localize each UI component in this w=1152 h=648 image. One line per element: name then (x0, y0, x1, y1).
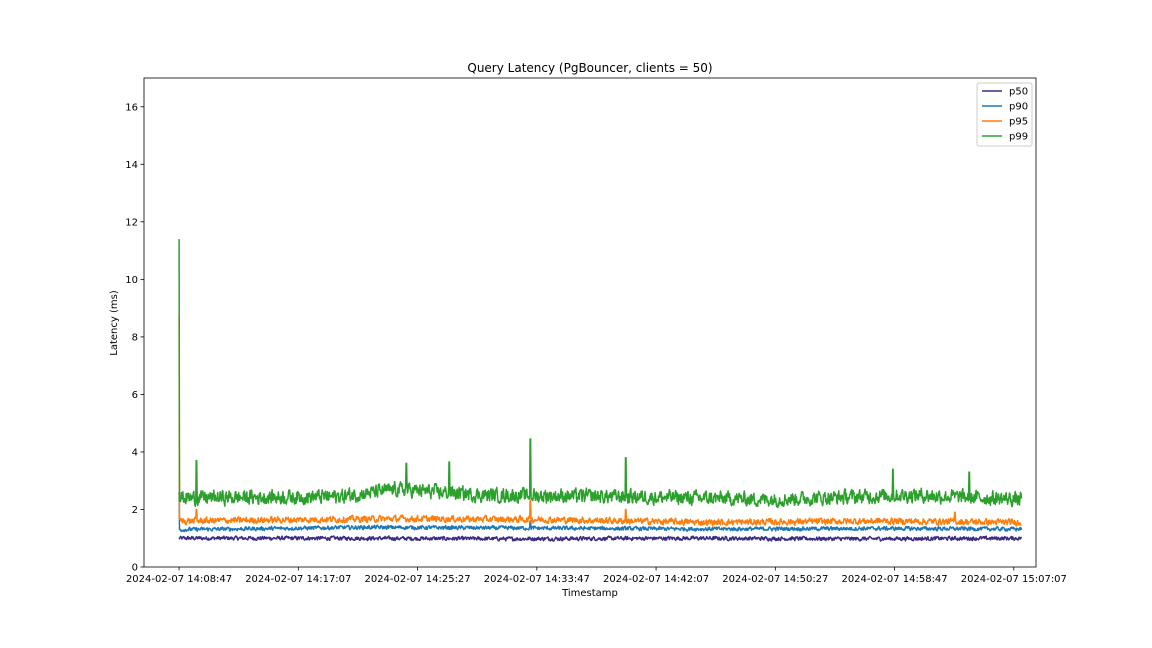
x-axis: 2024-02-07 14:08:47 2024-02-07 14:17:07 20… (126, 567, 1067, 585)
legend: p50 p90 p95 p99 (976, 82, 1033, 147)
y-axis-label: Latency (ms) (109, 290, 120, 356)
legend-label-p99: p99 (1009, 132, 1028, 143)
x-axis-label: Timestamp (561, 588, 618, 599)
chart-title: Query Latency (PgBouncer, clients = 50) (467, 61, 712, 75)
legend-label-p95: p95 (1009, 117, 1028, 128)
legend-label-p90: p90 (1009, 102, 1028, 113)
series-line-p99 (178, 239, 1023, 509)
x-tick-label: 2024-02-07 14:42:07 (603, 574, 709, 585)
x-tick-label: 2024-02-07 14:08:47 (126, 574, 232, 585)
x-tick-label: 2024-02-07 14:50:27 (722, 574, 828, 585)
y-axis: 0 2 4 6 8 10 12 14 16 (125, 102, 144, 574)
x-tick-label: 2024-02-07 15:07:07 (961, 574, 1067, 585)
legend-box (976, 82, 1033, 147)
y-tick-label: 4 (132, 447, 138, 458)
series-layer (178, 239, 1023, 542)
y-tick-label: 14 (125, 160, 138, 171)
x-tick-label: 2024-02-07 14:25:27 (364, 574, 470, 585)
plot-frame (143, 77, 1037, 568)
x-tick-label: 2024-02-07 14:17:07 (245, 574, 351, 585)
series-line-p90 (178, 492, 1023, 533)
x-tick-label: 2024-02-07 14:58:47 (841, 574, 947, 585)
y-tick-label: 10 (125, 275, 138, 286)
series-line-p95 (178, 313, 1022, 527)
y-tick-label: 6 (132, 390, 138, 401)
y-tick-label: 16 (125, 102, 138, 113)
series-line-p50 (178, 535, 1023, 542)
legend-label-p50: p50 (1009, 87, 1028, 98)
y-tick-label: 8 (132, 332, 138, 343)
y-tick-label: 12 (125, 217, 138, 228)
y-tick-label: 0 (132, 563, 138, 574)
x-tick-label: 2024-02-07 14:33:47 (484, 574, 590, 585)
y-tick-label: 2 (132, 505, 138, 516)
